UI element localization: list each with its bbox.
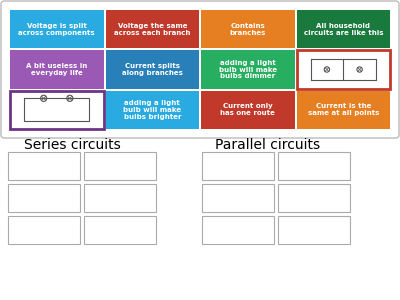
Bar — [278, 152, 350, 180]
Bar — [84, 184, 156, 212]
Text: Current only
has one route: Current only has one route — [220, 103, 275, 116]
Bar — [106, 50, 199, 89]
Bar — [296, 91, 390, 129]
Bar — [278, 216, 350, 244]
Bar — [278, 184, 350, 212]
Text: Series circuits: Series circuits — [24, 138, 120, 152]
Bar — [10, 50, 104, 89]
Bar — [8, 184, 80, 212]
Text: Voltage is split
across components: Voltage is split across components — [18, 23, 95, 36]
Bar — [202, 152, 274, 180]
Bar — [201, 91, 294, 129]
Text: adding a light
bulb will make
bulbs dimmer: adding a light bulb will make bulbs dimm… — [219, 59, 277, 80]
Text: Parallel circuits: Parallel circuits — [216, 138, 320, 152]
Bar — [106, 10, 199, 48]
Bar — [296, 10, 390, 48]
Text: Contains
branches: Contains branches — [230, 23, 266, 36]
Text: A bit useless in
everyday life: A bit useless in everyday life — [26, 63, 87, 76]
Bar — [296, 50, 390, 89]
Bar — [106, 91, 199, 129]
Bar — [8, 152, 80, 180]
Bar — [10, 10, 104, 48]
Bar — [202, 184, 274, 212]
Bar — [84, 216, 156, 244]
Text: Voltage the same
across each branch: Voltage the same across each branch — [114, 23, 190, 36]
Bar — [8, 216, 80, 244]
Bar — [201, 10, 294, 48]
Bar — [202, 216, 274, 244]
Bar — [201, 50, 294, 89]
FancyBboxPatch shape — [1, 1, 399, 138]
Text: Current is the
same at all points: Current is the same at all points — [308, 103, 379, 116]
Text: Current splits
along branches: Current splits along branches — [122, 63, 183, 76]
Bar — [84, 152, 156, 180]
Text: All household
circuits are like this: All household circuits are like this — [304, 23, 383, 36]
Bar — [10, 91, 104, 129]
Text: adding a light
bulb will make
bulbs brighter: adding a light bulb will make bulbs brig… — [123, 100, 181, 120]
